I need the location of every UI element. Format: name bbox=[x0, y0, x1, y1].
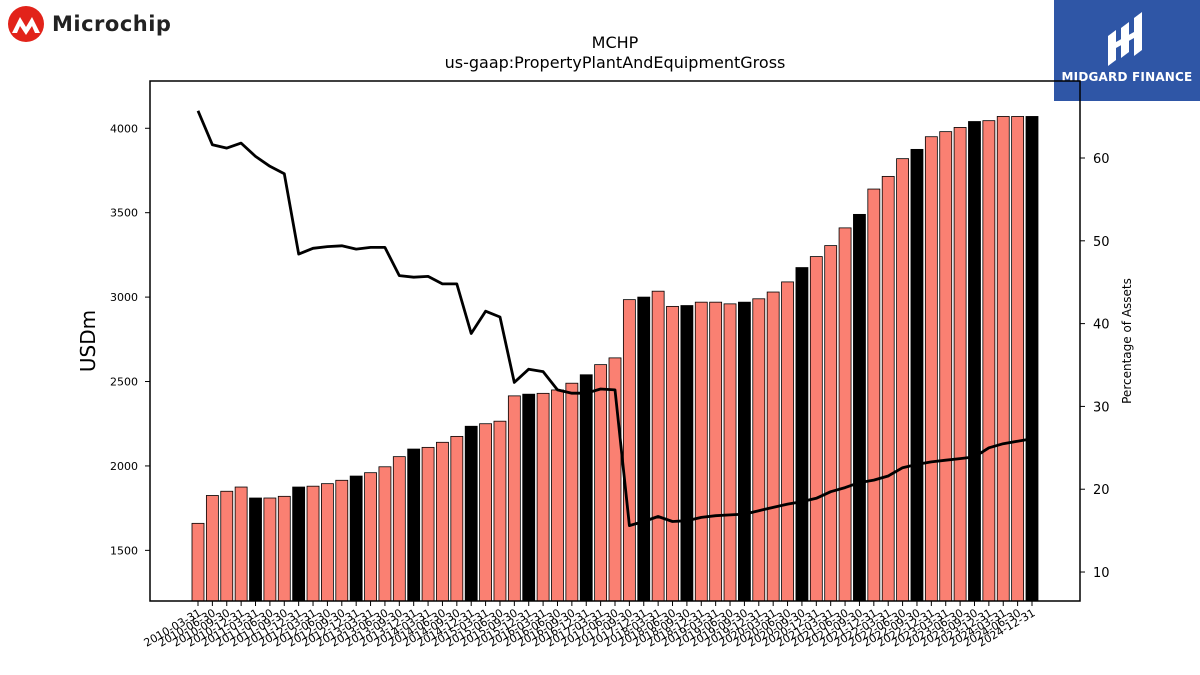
bar bbox=[421, 446, 435, 602]
bar bbox=[766, 291, 780, 602]
bar bbox=[464, 425, 478, 602]
y-axis-left: 1500 2000 2500 3000 3500 4000 bbox=[110, 122, 150, 557]
bar bbox=[939, 131, 953, 602]
microchip-logo: Microchip bbox=[6, 5, 171, 43]
bar bbox=[378, 466, 392, 602]
y-axis-label: USDm bbox=[76, 310, 100, 372]
bar bbox=[205, 495, 219, 602]
bar bbox=[723, 303, 737, 602]
bar bbox=[263, 497, 277, 602]
bar bbox=[536, 392, 550, 602]
y-tick-label: 3000 bbox=[110, 291, 138, 304]
y-tick-label: 3500 bbox=[110, 207, 138, 220]
y-tick-label: 2500 bbox=[110, 376, 138, 389]
bar bbox=[565, 382, 579, 602]
y2-tick-label: 40 bbox=[1093, 318, 1110, 333]
chart-title: MCHP bbox=[592, 33, 639, 52]
y-tick-label: 1500 bbox=[110, 544, 138, 557]
bar bbox=[622, 299, 636, 602]
microchip-logo-icon bbox=[8, 6, 44, 42]
y2-tick-label: 30 bbox=[1093, 400, 1110, 415]
bar bbox=[335, 479, 349, 602]
midgard-logo-icon bbox=[1108, 12, 1142, 66]
bar bbox=[220, 490, 234, 602]
bars bbox=[191, 116, 1039, 602]
bar bbox=[896, 158, 909, 602]
bar bbox=[507, 395, 521, 602]
microchip-wordmark: Microchip bbox=[52, 12, 172, 36]
bar bbox=[579, 374, 593, 602]
bar bbox=[795, 267, 809, 602]
x-axis: 2010-03-312010-06-302010-09-302010-12-31… bbox=[142, 601, 1038, 650]
bar bbox=[407, 448, 421, 602]
bar bbox=[392, 456, 406, 602]
bar bbox=[838, 227, 852, 602]
bar bbox=[1011, 116, 1025, 602]
y2-tick-label: 60 bbox=[1093, 152, 1110, 167]
bar bbox=[809, 256, 823, 602]
line-layer bbox=[196, 110, 1033, 527]
bar bbox=[666, 305, 679, 602]
bar bbox=[824, 245, 838, 602]
bar bbox=[752, 298, 766, 602]
bar bbox=[364, 472, 377, 602]
bar bbox=[1025, 116, 1039, 602]
bar bbox=[996, 116, 1010, 602]
bar bbox=[277, 495, 291, 602]
bar bbox=[651, 290, 665, 602]
bar bbox=[551, 389, 564, 602]
chart-subtitle: us-gaap:PropertyPlantAndEquipmentGross bbox=[445, 53, 786, 72]
bar bbox=[191, 522, 205, 602]
bar bbox=[867, 188, 881, 602]
y-tick-label: 4000 bbox=[110, 122, 138, 135]
bar bbox=[234, 486, 248, 602]
bar bbox=[479, 423, 492, 602]
y-tick-label: 2000 bbox=[110, 460, 138, 473]
bar bbox=[694, 301, 708, 602]
y-axis-right: 10 20 30 40 50 60 bbox=[1080, 152, 1110, 581]
bar bbox=[881, 175, 895, 602]
midgard-finance-logo: MIDGARD FINANCE bbox=[1054, 0, 1200, 101]
y2-tick-label: 20 bbox=[1093, 483, 1110, 498]
bar bbox=[709, 301, 723, 602]
bar bbox=[306, 485, 320, 602]
bar bbox=[436, 441, 449, 602]
bar bbox=[968, 121, 981, 602]
bar bbox=[349, 475, 363, 602]
y2-tick-label: 10 bbox=[1093, 566, 1110, 581]
bar bbox=[738, 301, 751, 602]
series-line-percentage-of-assets bbox=[196, 110, 1033, 527]
bar bbox=[910, 148, 924, 602]
bar bbox=[982, 120, 996, 602]
bar bbox=[680, 305, 694, 602]
bar bbox=[953, 127, 967, 602]
bar bbox=[450, 435, 464, 602]
bar bbox=[493, 420, 507, 602]
bar bbox=[249, 497, 262, 602]
bar bbox=[321, 483, 334, 602]
bar bbox=[853, 213, 866, 602]
bar bbox=[292, 486, 306, 602]
midgard-wordmark: MIDGARD FINANCE bbox=[1061, 70, 1193, 84]
y2-tick-label: 50 bbox=[1093, 235, 1110, 250]
bar bbox=[594, 364, 608, 602]
y2-axis-label: Percentage of Assets bbox=[1120, 278, 1134, 404]
bar bbox=[924, 136, 938, 602]
bar bbox=[637, 296, 651, 602]
bar bbox=[522, 393, 536, 602]
bar bbox=[781, 281, 794, 602]
